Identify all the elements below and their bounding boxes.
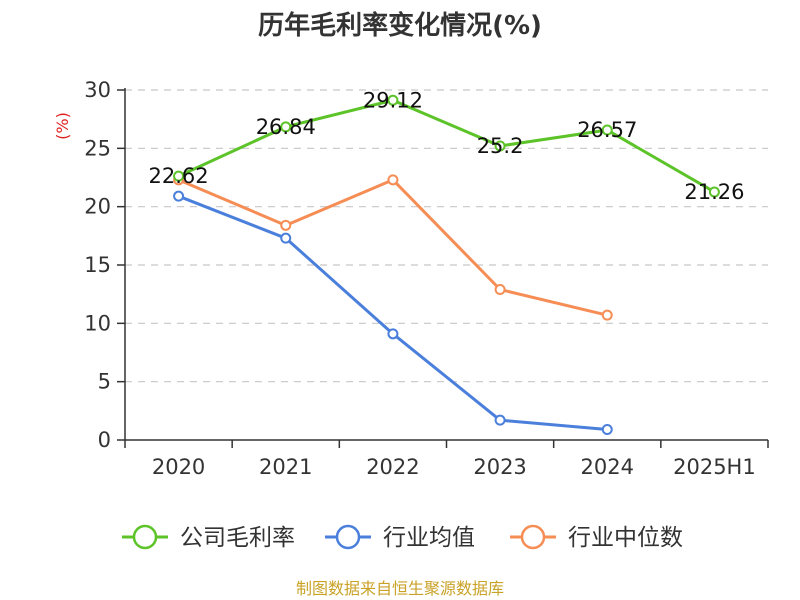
x-tick-label: 2024 [581, 455, 634, 479]
data-point [387, 328, 399, 340]
data-point [494, 140, 506, 152]
legend-label: 行业均值 [383, 525, 475, 551]
series-line [177, 178, 608, 317]
y-tick-label: 20 [84, 195, 111, 219]
legend-marker [335, 524, 361, 550]
series-group: 22.62 26.84 29.12 25.2 26.57 21.26 [149, 88, 744, 435]
data-label: 25.2 [477, 134, 524, 158]
data-point [173, 170, 185, 182]
x-tick-label: 2021 [259, 455, 312, 479]
x-tick-label: 2022 [366, 455, 419, 479]
data-label: 21.26 [684, 180, 744, 204]
y-tick-label: 0 [98, 428, 111, 452]
y-tick-label: 5 [98, 370, 111, 394]
data-point [601, 124, 613, 136]
data-label: 29.12 [363, 88, 423, 112]
data-point [280, 121, 292, 133]
data-point [494, 284, 506, 295]
x-tick-label: 2020 [152, 455, 205, 479]
series-line [177, 98, 716, 194]
data-source: 制图数据来自恒生聚源数据库 [296, 579, 504, 598]
legend: 公司毛利率 行业均值 行业中位数 [122, 524, 683, 551]
data-point [708, 186, 720, 198]
data-point [601, 309, 613, 321]
legend-label: 行业中位数 [568, 525, 683, 551]
data-label: 22.62 [149, 164, 209, 188]
y-tick-label: 10 [84, 311, 111, 335]
grid-lines [125, 89, 768, 383]
data-point [494, 414, 506, 426]
data-point [387, 94, 399, 106]
series-line [178, 194, 608, 431]
x-tick-label: 2025H1 [673, 455, 756, 479]
data-label: 26.57 [577, 118, 637, 142]
axes: 0 5 10 15 20 25 30 2020 2021 2022 2023 2024 2025H1 [84, 78, 769, 479]
data-point [387, 174, 399, 186]
chart-title: 历年毛利率变化情况(%) [258, 10, 542, 41]
legend-marker [132, 524, 158, 550]
y-tick-label: 15 [84, 253, 111, 277]
legend-label: 公司毛利率 [180, 525, 295, 551]
data-label: 26.84 [256, 115, 316, 139]
data-point [280, 219, 292, 231]
data-point [173, 190, 185, 202]
y-tick-label: 25 [84, 136, 111, 160]
y-axis-unit: (%) [53, 112, 72, 140]
x-tick-label: 2023 [473, 455, 526, 479]
y-tick-label: 30 [84, 78, 111, 102]
data-point [280, 232, 292, 244]
data-point [601, 424, 613, 435]
legend-marker [520, 524, 546, 550]
